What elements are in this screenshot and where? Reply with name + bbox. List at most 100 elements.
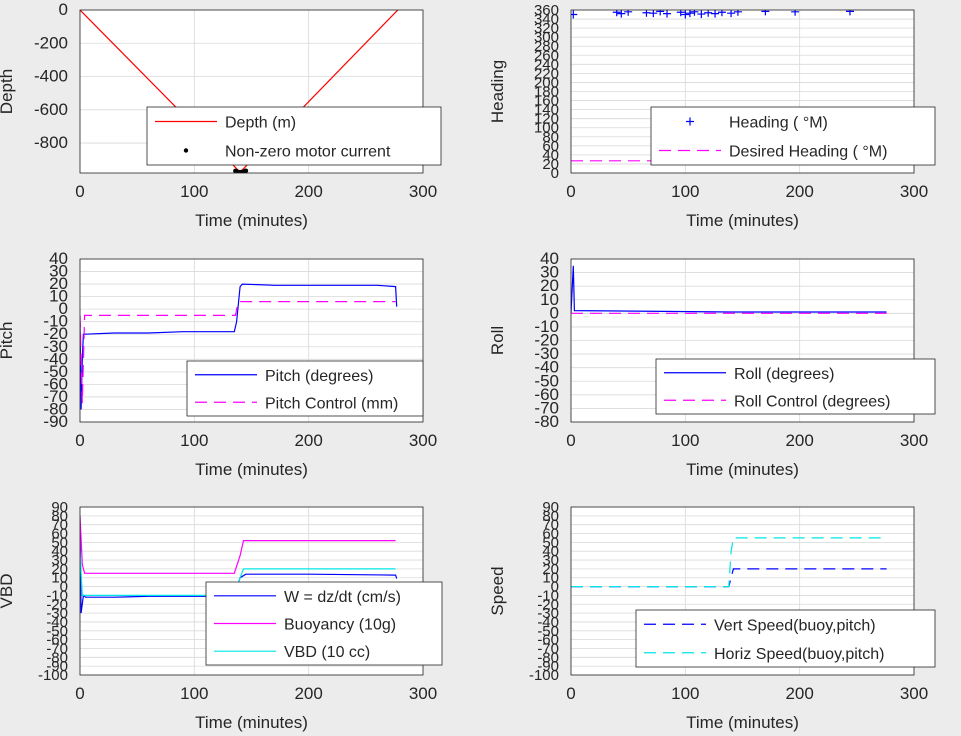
axes-frame [79,9,424,174]
y-tick-label: -60 [46,632,68,649]
series-heading-0-point [624,10,633,16]
legend: Pitch (degrees) Pitch Control (mm) [186,360,424,417]
y-tick-label: -100 [529,667,559,684]
series-heading-0-point [727,10,736,18]
y-tick-label: 160 [534,93,559,110]
legend-label-0: W = dz/dt (cm/s) [284,589,401,606]
series-heading-0-point [612,10,621,17]
legend: Vert Speed(buoy,pitch) Horiz Speed(buoy,p… [635,609,936,668]
y-tick-label: -400 [34,67,68,86]
series-heading-0-point [791,10,800,16]
y-tick-label: 10 [540,290,559,309]
x-tick-label: 200 [294,684,322,703]
y-tick-label: -20 [534,331,559,350]
y-tick-label: -600 [34,100,68,119]
x-tick-label: 200 [785,431,813,450]
legend: Heading ( °M) Desired Heading ( °M) [650,106,936,166]
series-heading-0-point [717,10,726,17]
series-heading-0-point [656,10,665,16]
y-tick-label: 300 [534,29,559,46]
series-heading-0-point [733,10,742,16]
y-tick-label: -800 [34,133,68,152]
y-tick-label: 80 [542,508,559,525]
x-tick-label: 200 [785,182,813,201]
series-heading-0-point [663,10,672,18]
y-tick-label: -10 [43,312,68,331]
series-heading-0-point [697,10,706,19]
x-tick-label: 300 [900,182,928,201]
series-heading-0-point [711,10,720,18]
x-tick-label: 100 [671,182,699,201]
x-tick-label: 300 [409,182,437,201]
legend-box [635,609,936,668]
legend-label-0: Pitch (degrees) [265,368,374,385]
x-tick-label: 0 [75,182,84,201]
y-tick-label: 40 [51,543,68,560]
y-tick-label: 240 [534,56,559,73]
series-heading-0-point [571,10,578,19]
y-tick-label: 30 [540,263,559,282]
y-tick-label: 70 [542,517,559,534]
y-tick-label: -200 [34,33,68,52]
y-tick-label: -70 [43,387,68,406]
y-tick-label: 0 [60,579,68,596]
plot-marks [80,283,398,410]
y-tick-label: -90 [46,658,68,675]
chart-heading: 0 100 200 300020406080100120140160180200220… [488,2,936,230]
y-tick-label: 30 [49,262,68,281]
y-tick-label: 30 [542,552,559,569]
plot-marks [80,10,399,173]
x-tick-label: 100 [180,431,208,450]
y-tick-label: -50 [537,623,559,640]
series-heading-0-point [649,10,658,18]
x-tick-label: 200 [785,684,813,703]
y-tick-label: 20 [540,276,559,295]
y-tick-label: -40 [46,614,68,631]
y-tick-label: -30 [46,605,68,622]
x-axis-label: Time (minutes) [195,211,308,230]
y-tick-label: -10 [46,587,68,604]
legend-label-1: Horiz Speed(buoy,pitch) [714,646,884,663]
series-heading-0-point [690,10,699,16]
x-tick-label: 0 [566,684,575,703]
legend-label-1: Roll Control (degrees) [734,393,891,410]
legend-label-1: Non-zero motor current [225,144,391,161]
y-axis-label: Depth [0,69,16,114]
y-tick-label: -70 [534,398,559,417]
y-tick-label: 0 [551,579,559,596]
series-pitch-0-line [80,283,398,410]
axes-frame [570,506,915,676]
x-axis-label: Time (minutes) [686,460,799,479]
y-tick-label: 50 [542,534,559,551]
y-tick-label: -80 [43,399,68,418]
y-tick-label: 320 [534,20,559,37]
legend-box [146,106,442,166]
x-tick-label: 100 [671,684,699,703]
y-tick-label: 90 [51,499,68,516]
chart-depth: 0 100 200 300 0 -200 -400 -600 -800 Time (minutes… [0,0,442,230]
y-tick-label: 70 [51,517,68,534]
y-tick-label: -50 [43,362,68,381]
y-axis-label: Roll [488,326,507,355]
x-tick-label: 0 [566,182,575,201]
legend-label-0: Roll (degrees) [734,366,834,383]
y-tick-label: 80 [51,508,68,525]
y-tick-label: 340 [534,11,559,28]
y-tick-label: -60 [43,374,68,393]
legend-box [186,360,424,417]
chart-speed: 0 100 200 3009080706050403020100-10-20-30-4… [488,499,936,732]
y-tick-label: -80 [46,649,68,666]
x-tick-label: 0 [75,431,84,450]
legend-label-1: Desired Heading ( °M) [729,144,887,161]
y-tick-label: 20 [542,156,559,173]
legend-box [655,358,936,415]
y-tick-label: 200 [534,74,559,91]
legend-label-0: Vert Speed(buoy,pitch) [714,617,876,634]
y-tick-label: -70 [46,640,68,657]
legend-marker [686,117,694,126]
y-tick-label: 60 [542,138,559,155]
y-tick-label: 10 [542,570,559,587]
y-tick-label: 280 [534,38,559,55]
x-tick-label: 0 [566,431,575,450]
